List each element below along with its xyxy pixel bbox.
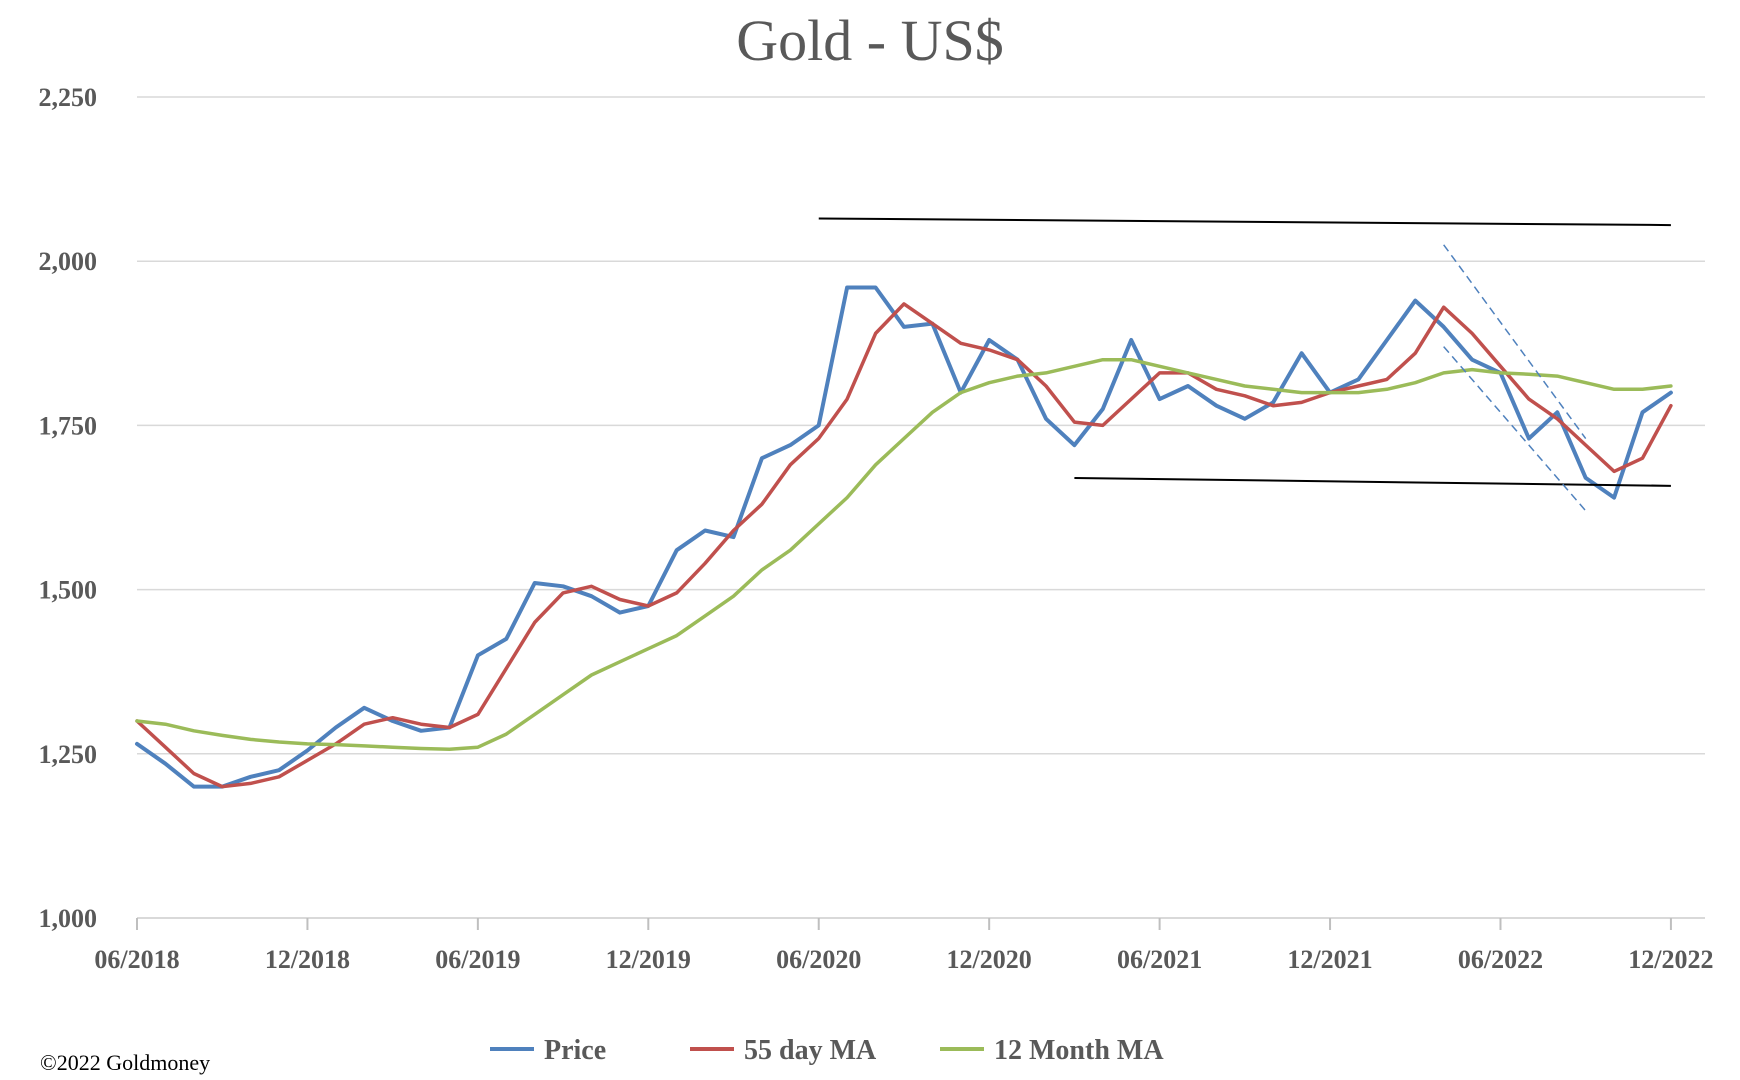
legend-label-price: Price	[544, 1035, 606, 1066]
x-tick-label: 12/2020	[947, 945, 1032, 974]
legend-label-ma12m: 12 Month MA	[994, 1035, 1164, 1066]
series-lines	[135, 285, 1673, 789]
range-trendline	[818, 217, 1671, 227]
legend-label-ma55: 55 day MA	[744, 1035, 877, 1066]
grid-lines	[137, 96, 1705, 919]
x-tick-label: 12/2019	[606, 945, 691, 974]
y-axis: 1,000 1,250 1,500 1,750 2,000 2,250	[39, 83, 98, 933]
y-tick-label: 1,000	[39, 904, 98, 933]
x-tick-label: 06/2018	[94, 945, 179, 974]
x-tick-label: 06/2021	[1117, 945, 1202, 974]
y-tick-label: 1,500	[39, 576, 98, 605]
x-tick-label: 12/2018	[265, 945, 350, 974]
chart-title: Gold - US$	[736, 8, 1003, 73]
y-tick-label: 1,750	[39, 411, 98, 440]
y-tick-label: 2,000	[39, 247, 98, 276]
series-line-ma12m	[135, 357, 1673, 751]
x-tick-label: 06/2020	[776, 945, 861, 974]
legend: Price 55 day MA 12 Month MA	[490, 1035, 1164, 1066]
y-tick-label: 1,250	[39, 740, 98, 769]
x-tick-label: 12/2022	[1628, 945, 1713, 974]
series-line-ma55	[135, 302, 1673, 789]
x-axis: 06/2018 12/2018 06/2019 12/2019 06/2020 12/20…	[94, 918, 1714, 974]
x-tick-label: 06/2019	[435, 945, 520, 974]
x-tick-label: 06/2022	[1458, 945, 1543, 974]
channel-trendline	[1443, 244, 1587, 439]
series-line-price	[135, 285, 1673, 789]
channel-trendline	[1443, 346, 1587, 512]
range-trendline	[1074, 476, 1671, 487]
y-tick-label: 2,250	[39, 83, 98, 112]
copyright-text: ©2022 Goldmoney	[40, 1050, 210, 1075]
trend-annotations	[818, 217, 1671, 512]
x-tick-label: 12/2021	[1287, 945, 1372, 974]
